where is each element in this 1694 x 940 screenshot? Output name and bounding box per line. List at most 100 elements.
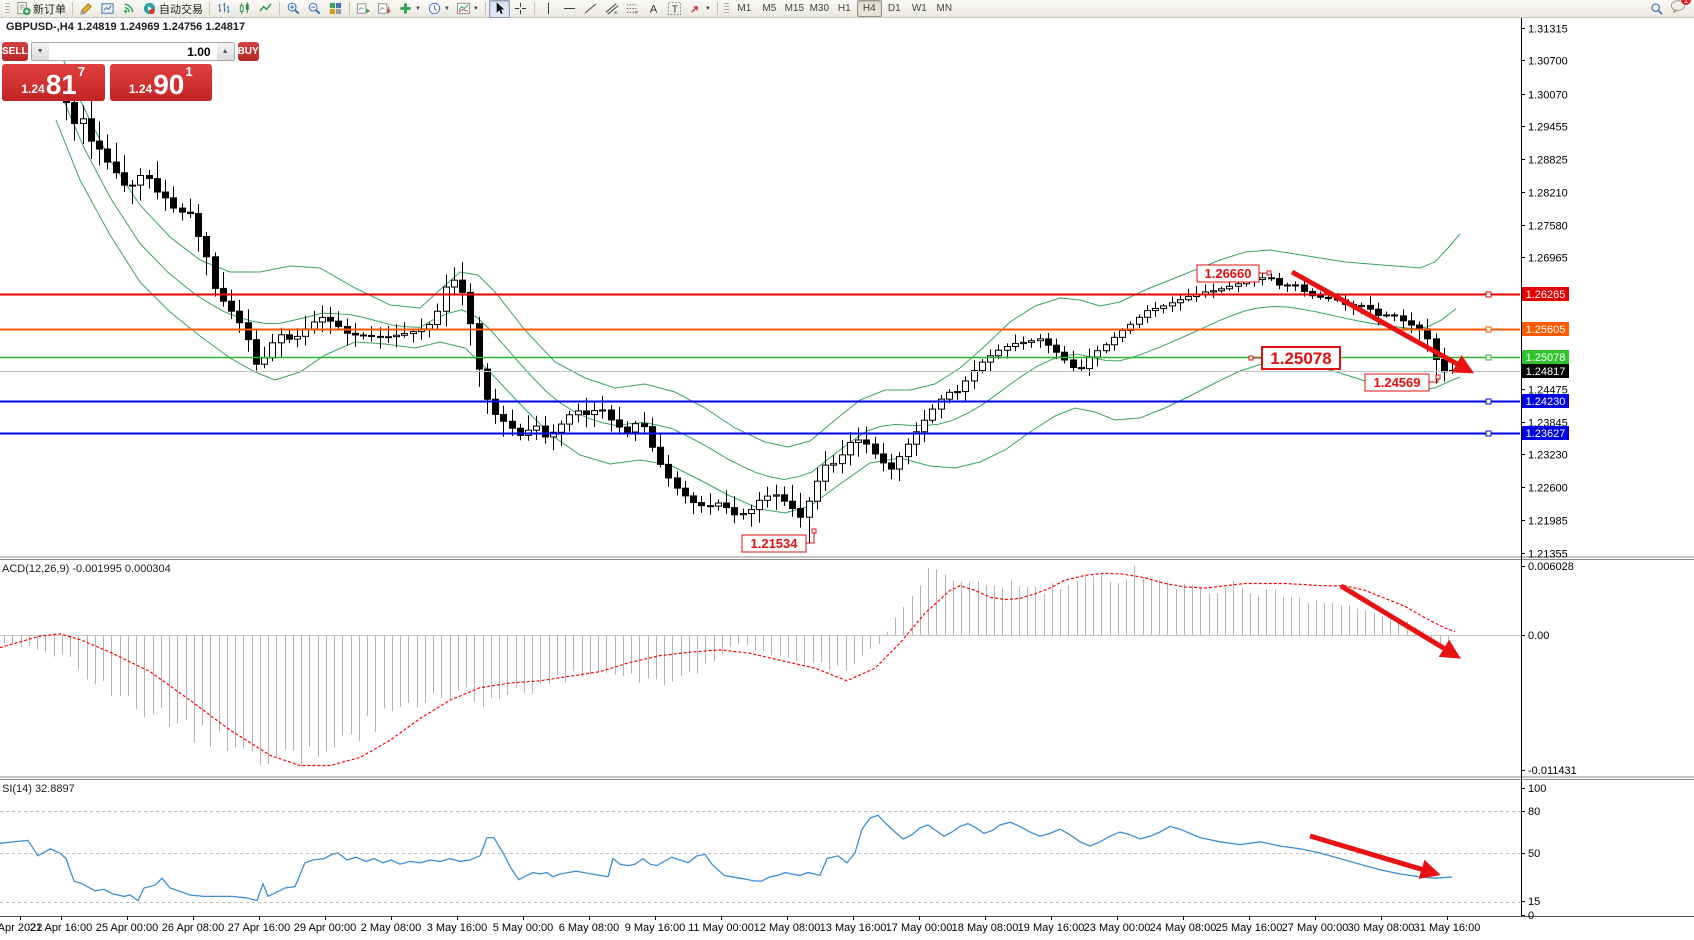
signal-icon	[124, 3, 134, 13]
timeframe-m15-button[interactable]: M15	[784, 3, 805, 14]
new-order-label: 新订单	[33, 3, 66, 16]
volume-input[interactable]	[48, 43, 217, 60]
toolbar-grip[interactable]	[723, 2, 729, 15]
timeframe-m1-button[interactable]: M1	[737, 3, 752, 14]
callout-1.21534[interactable]	[741, 534, 807, 553]
svg-text:Apr 2022: Apr 2022	[0, 922, 42, 934]
svg-text:1.24817: 1.24817	[1526, 366, 1566, 378]
chevron-down-icon: ▼	[704, 5, 711, 12]
svg-text:13 May 16:00: 13 May 16:00	[820, 922, 887, 934]
text-tool-button[interactable]: A	[643, 0, 664, 18]
sell-button[interactable]: SELL	[2, 42, 28, 61]
svg-text:0.00: 0.00	[1528, 630, 1549, 642]
indicators-button[interactable]: ▼	[453, 0, 482, 18]
crosshair-icon	[514, 2, 526, 15]
new-order-button[interactable]: 新订单	[13, 0, 69, 18]
chevron-down-icon: ▼	[472, 5, 479, 12]
cursor-tool-button[interactable]	[488, 0, 510, 18]
autotrade-button[interactable]: 自动交易	[139, 0, 206, 18]
callout-1.26660[interactable]	[1196, 264, 1260, 283]
search-icon[interactable]	[1650, 2, 1664, 16]
autotrade-icon	[143, 2, 156, 15]
text-label-tool-button[interactable]: T	[664, 0, 685, 18]
chart-title: GBPUSD-,H4 1.24819 1.24969 1.24756 1.248…	[6, 21, 246, 33]
main-toolbar: 新订单 自动交易	[0, 0, 1694, 18]
price-badge-1.26265	[1522, 287, 1569, 301]
clock-icon	[428, 2, 441, 15]
crosshair-tool-button[interactable]	[510, 0, 531, 18]
volume-decrease-button[interactable]: ▼	[31, 43, 49, 60]
periods-button[interactable]: ▼	[424, 0, 453, 18]
hline-handle[interactable]	[1485, 398, 1492, 405]
callout-1.25078[interactable]	[1261, 346, 1341, 370]
new-chart-button[interactable]: ▼	[395, 0, 424, 18]
volume-increase-button[interactable]: ▲	[216, 43, 234, 60]
timeframe-d1-button[interactable]: D1	[887, 3, 901, 14]
svg-text:0.006028: 0.006028	[1528, 561, 1574, 573]
svg-text:1.25605: 1.25605	[1526, 324, 1566, 336]
trend-arrow-rsi[interactable]	[1309, 833, 1441, 879]
signal-button[interactable]	[118, 0, 139, 18]
chart-window-button[interactable]	[97, 0, 118, 18]
toolbar-separator	[716, 2, 718, 15]
chat-badge: 1	[1681, 0, 1691, 5]
toolbar-grip[interactable]	[5, 2, 10, 15]
trend-arrow-main[interactable]	[1290, 269, 1475, 374]
hline-handle[interactable]	[1485, 430, 1492, 437]
hline-handle[interactable]	[1485, 354, 1492, 361]
chart-shift-button[interactable]	[353, 0, 374, 18]
svg-text:1.28210: 1.28210	[1528, 188, 1568, 200]
candlestick-mode-button[interactable]	[234, 0, 255, 18]
svg-text:11 May 00:00: 11 May 00:00	[688, 922, 754, 934]
chat-button[interactable]: 1	[1670, 0, 1691, 18]
arrows-tool-button[interactable]: ▼	[685, 0, 714, 18]
svg-text:-0.011431: -0.011431	[1528, 765, 1577, 777]
svg-text:27 May 00:00: 27 May 00:00	[1282, 922, 1349, 934]
svg-text:100: 100	[1528, 783, 1546, 795]
zoom-in-button[interactable]	[283, 0, 304, 18]
chart-shift-icon	[356, 3, 371, 14]
sell-price-box[interactable]: 1.24 81 7	[2, 64, 105, 101]
trend-arrow-macd[interactable]	[1339, 583, 1461, 659]
zoom-out-button[interactable]	[304, 0, 325, 18]
timeframe-h1-button[interactable]: H1	[837, 3, 851, 14]
fibonacci-icon: F	[626, 4, 638, 15]
trendline-tool-button[interactable]	[580, 0, 601, 18]
hline-handle[interactable]	[1485, 291, 1492, 298]
timeframe-mn-button[interactable]: MN	[936, 3, 953, 14]
styler-icon	[80, 3, 92, 15]
fibonacci-tool-button[interactable]: F	[622, 0, 643, 18]
indicators-icon	[456, 2, 470, 15]
price-callout-labels: 1.26660 1.25078 1.24569 1.21534	[741, 264, 1441, 553]
chart-autoscroll-button[interactable]	[374, 0, 395, 18]
candlestick-series	[63, 80, 1456, 544]
toolbar-separator	[72, 2, 73, 15]
styler-button[interactable]	[76, 0, 97, 18]
bar-chart-mode-button[interactable]	[213, 0, 234, 18]
horizontal-line-tool-button[interactable]	[559, 0, 580, 18]
channel-tool-button[interactable]: E	[601, 0, 622, 18]
svg-text:25 May 16:00: 25 May 16:00	[1216, 922, 1283, 934]
buy-button[interactable]: BUY	[237, 42, 259, 61]
price-badge-1.24230	[1522, 394, 1569, 408]
tile-windows-button[interactable]	[325, 0, 346, 18]
line-chart-mode-button[interactable]	[255, 0, 276, 18]
buy-price-box[interactable]: 1.24 90 1	[109, 64, 212, 101]
chart-window-icon	[101, 3, 114, 14]
timeframe-m5-button[interactable]: M5	[762, 3, 777, 14]
vertical-line-tool-button[interactable]	[538, 0, 559, 18]
svg-text:1.30070: 1.30070	[1528, 90, 1568, 102]
timeframe-h4-button[interactable]: H4	[856, 0, 882, 17]
hline-handle[interactable]	[1485, 326, 1492, 333]
svg-text:1.25078: 1.25078	[1526, 352, 1566, 364]
timeframe-m30-button[interactable]: M30	[809, 3, 830, 14]
price-scale[interactable]: 1.31315 1.30700 1.30070 1.29455 1.28825 1.282…	[1521, 24, 1577, 923]
toolbar-separator	[533, 2, 535, 15]
text-icon: A	[650, 3, 658, 15]
timeframe-w1-button[interactable]: W1	[911, 3, 927, 14]
callout-1.24569[interactable]	[1364, 373, 1430, 392]
macd-pane	[0, 566, 1520, 767]
